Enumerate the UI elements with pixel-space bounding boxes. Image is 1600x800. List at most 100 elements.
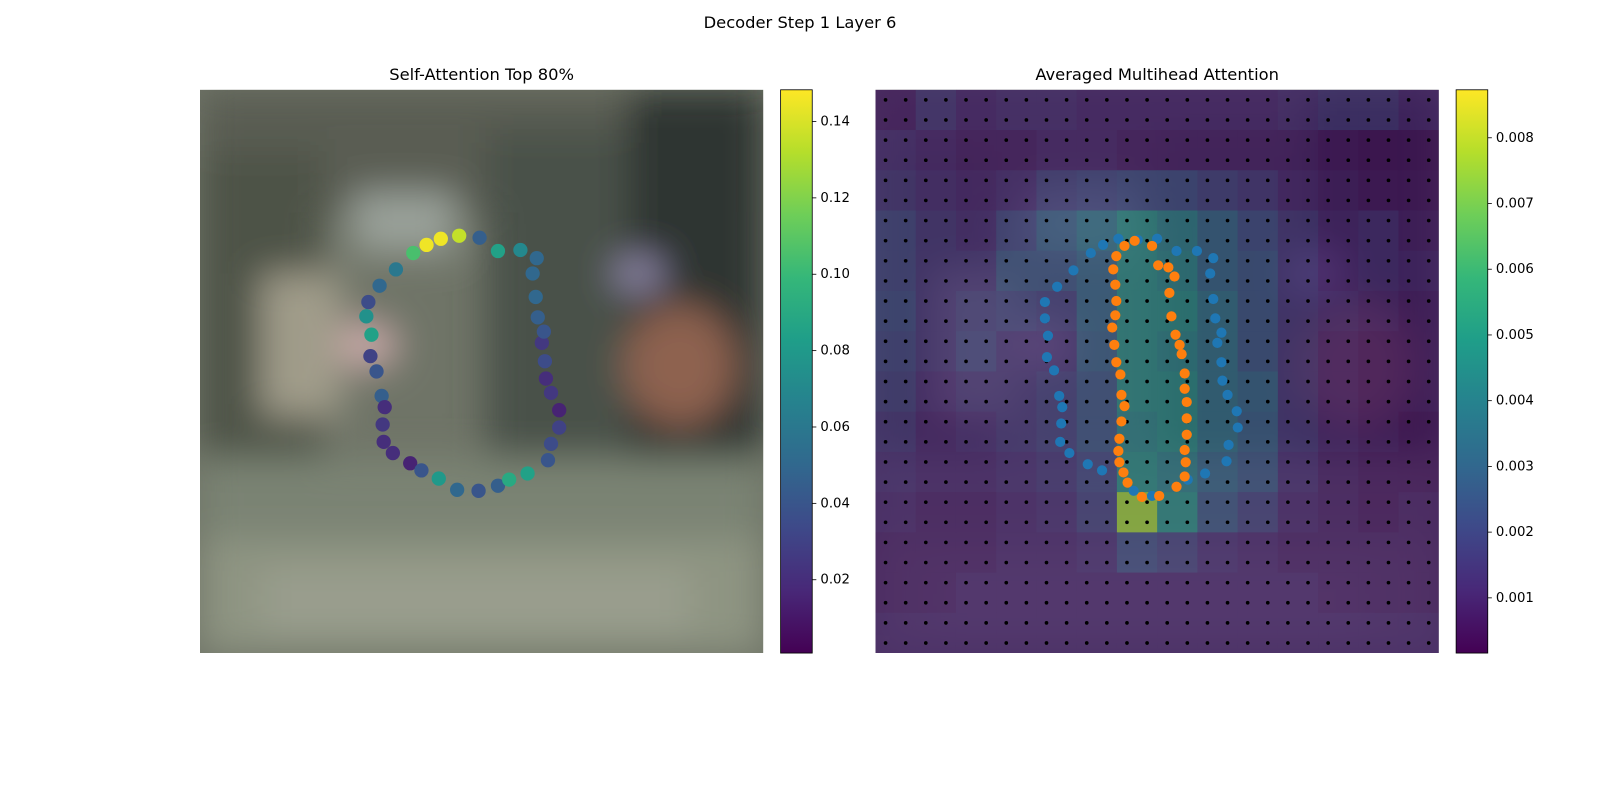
grid-dot: [1145, 399, 1149, 404]
grid-dot: [1306, 198, 1310, 203]
grid-dot: [1185, 359, 1190, 364]
grid-dot: [1326, 540, 1330, 545]
panel-title: Self-Attention Top 80%: [389, 65, 574, 84]
grid-dot: [1084, 238, 1089, 243]
heatmap-cell: [915, 210, 957, 252]
grid-dot: [1366, 600, 1371, 605]
grid-dot: [1326, 460, 1330, 464]
grid-dot: [1125, 279, 1129, 283]
grid-dot: [1084, 580, 1089, 585]
grid-dot: [1426, 279, 1431, 283]
grid-dot: [923, 178, 928, 183]
heatmap-cell: [1358, 331, 1400, 372]
grid-dot: [944, 379, 948, 384]
grid-dot: [944, 359, 948, 364]
grid-dot: [1406, 279, 1411, 283]
grid-dot: [1084, 258, 1089, 263]
grid-dot: [1004, 600, 1009, 605]
scatter-point: [540, 453, 556, 468]
grid-dot: [1265, 480, 1270, 484]
heatmap-cell: [1358, 210, 1400, 252]
grid-dot: [1426, 138, 1431, 142]
grid-dot: [1004, 138, 1009, 142]
grid-dot: [1165, 440, 1170, 444]
grid-dot: [1165, 98, 1170, 102]
grid-dot: [1326, 500, 1330, 505]
grid-dot: [1265, 419, 1270, 424]
grid-dot: [1225, 560, 1230, 565]
grid-dot: [1084, 319, 1089, 323]
grid-dot: [1386, 339, 1391, 344]
grid-dot: [1185, 158, 1190, 163]
grid-dot: [1125, 258, 1129, 263]
grid-dot: [1306, 98, 1310, 102]
grid-dot: [923, 359, 928, 364]
grid-dot: [1286, 299, 1290, 303]
grid-dot: [1326, 218, 1330, 223]
grid-dot: [1326, 319, 1330, 323]
grid-dot: [1024, 600, 1029, 605]
grid-dot: [1346, 520, 1351, 525]
grid-dot: [1245, 621, 1250, 625]
grid-dot: [1064, 258, 1069, 263]
grid-dot: [1426, 600, 1431, 605]
grid-dot: [1346, 258, 1351, 263]
grid-dot: [1044, 138, 1049, 142]
grid-dot: [1024, 319, 1029, 323]
heatmap-cell: [1398, 411, 1439, 453]
grid-dot: [1125, 299, 1129, 303]
grid-dot: [1125, 520, 1129, 525]
scatter-point: [1068, 265, 1079, 276]
grid-dot: [1205, 279, 1210, 283]
grid-dot: [1245, 339, 1250, 344]
grid-dot: [1185, 641, 1190, 645]
scatter-point: [502, 472, 517, 487]
grid-dot: [883, 399, 888, 404]
grid-dot: [1426, 118, 1431, 122]
heatmap-cell: [1358, 89, 1400, 131]
scatter-point: [513, 242, 528, 258]
grid-dot: [1084, 158, 1089, 163]
heatmap-cell: [1398, 210, 1439, 252]
grid-dot: [964, 178, 968, 183]
scatter-point: [1223, 439, 1234, 450]
grid-dot: [1165, 118, 1170, 122]
grid-dot: [1326, 279, 1330, 283]
grid-dot: [984, 540, 988, 545]
grid-dot: [1024, 218, 1029, 223]
heatmap-cell: [1076, 210, 1118, 252]
grid-dot: [1386, 641, 1391, 645]
grid-dot: [1306, 319, 1310, 323]
heatmap-cell: [996, 612, 1037, 654]
grid-dot: [964, 198, 968, 203]
grid-dot: [1145, 600, 1149, 605]
scatter-point: [403, 456, 418, 471]
grid-dot: [1265, 560, 1270, 565]
grid-dot: [1245, 460, 1250, 464]
colorbar-tick-label: 0.08: [820, 344, 850, 359]
scatter-point: [1056, 418, 1067, 429]
grid-dot: [1406, 238, 1411, 243]
grid-dot: [883, 98, 888, 102]
heatmap-cell: [1398, 492, 1439, 533]
scatter-point: [1110, 310, 1121, 321]
grid-dot: [1004, 460, 1009, 464]
grid-dot: [984, 399, 988, 404]
grid-dot: [1306, 460, 1310, 464]
grid-dot: [1145, 560, 1149, 565]
grid-dot: [1346, 138, 1351, 142]
heatmap-cell: [1197, 170, 1239, 212]
grid-dot: [1326, 339, 1330, 344]
grid-dot: [1366, 641, 1371, 645]
scatter-point: [1107, 322, 1118, 333]
grid-dot: [1265, 218, 1270, 223]
grid-dot: [1386, 560, 1391, 565]
grid-dot: [1366, 158, 1371, 163]
grid-dot: [1386, 440, 1391, 444]
grid-dot: [883, 118, 888, 122]
scatter-point: [1136, 491, 1147, 503]
heatmap-cell: [955, 89, 997, 131]
colorbar-tick-label: 0.10: [820, 267, 850, 282]
grid-dot: [1245, 580, 1250, 585]
grid-dot: [1245, 379, 1250, 384]
